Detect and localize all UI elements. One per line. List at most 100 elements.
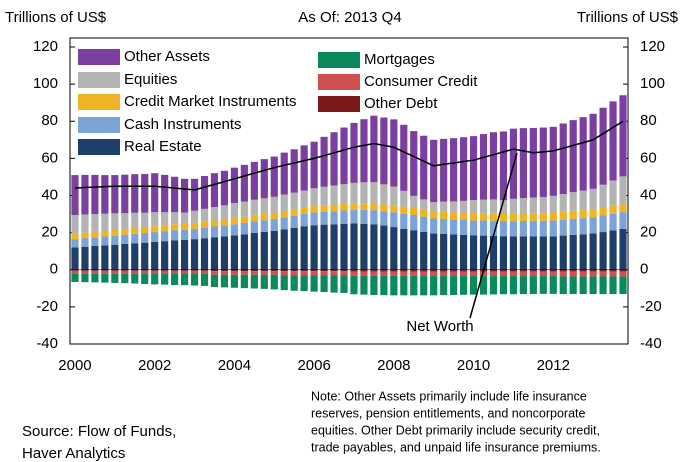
- bar-segment: [579, 276, 587, 295]
- y2-tick-label: -40: [640, 335, 662, 352]
- bar-segment: [310, 225, 318, 270]
- bar-segment: [91, 214, 99, 232]
- bar-segment: [101, 236, 109, 246]
- chart-title: As Of: 2013 Q4: [298, 9, 401, 26]
- bar-segment: [270, 271, 278, 275]
- bar-segment: [619, 212, 627, 229]
- bar-segment: [131, 212, 139, 229]
- bar-segment: [300, 214, 308, 227]
- bar-segment: [549, 269, 557, 272]
- bar-segment: [579, 271, 587, 277]
- bar-segment: [360, 269, 368, 272]
- bar-segment: [410, 275, 418, 296]
- bar-segment: [350, 182, 358, 204]
- bar-segment: [460, 276, 468, 295]
- bar-segment: [380, 275, 388, 296]
- bar-segment: [450, 276, 458, 295]
- bar-segment: [91, 270, 99, 274]
- bar-segment: [91, 237, 99, 246]
- legend-label: Equities: [124, 71, 177, 88]
- bar-segment: [569, 269, 577, 272]
- bar-segment: [200, 208, 209, 222]
- bar-segment: [220, 274, 229, 288]
- bar-segment: [400, 271, 408, 276]
- bar-segment: [370, 115, 378, 183]
- bar-segment: [280, 271, 288, 276]
- bar-segment: [589, 209, 597, 218]
- bar-segment: [101, 269, 109, 271]
- bar-segment: [181, 212, 189, 224]
- bar-segment: [360, 182, 368, 204]
- bar-segment: [190, 269, 199, 271]
- bar-segment: [410, 214, 418, 231]
- bar-segment: [450, 234, 458, 270]
- x-tick-label: 2004: [218, 357, 251, 374]
- bar-segment: [519, 276, 527, 295]
- bar-segment: [380, 184, 388, 205]
- bar-segment: [240, 216, 248, 223]
- bar-segment: [220, 271, 229, 275]
- note: trade payables, and unpaid life insuranc…: [311, 440, 601, 454]
- bar-segment: [599, 207, 607, 216]
- x-tick-label: 2012: [537, 357, 570, 374]
- bar-segment: [141, 227, 149, 233]
- bar-segment: [479, 271, 488, 277]
- y-tick-label: 100: [33, 75, 58, 92]
- bar-segment: [280, 229, 288, 270]
- bar-segment: [450, 212, 458, 220]
- bar-segment: [519, 271, 527, 277]
- bar-segment: [161, 231, 169, 242]
- bar-segment: [250, 215, 258, 222]
- bar-segment: [280, 269, 288, 272]
- bar-segment: [509, 221, 517, 237]
- bar-segment: [609, 213, 617, 231]
- bar-segment: [190, 222, 199, 229]
- bar-segment: [310, 141, 318, 189]
- bar-segment: [509, 269, 517, 272]
- bar-segment: [489, 132, 498, 200]
- bar-segment: [370, 182, 378, 204]
- legend-label: Consumer Credit: [364, 73, 478, 90]
- bar-segment: [479, 220, 488, 236]
- bar-segment: [569, 192, 577, 211]
- bar-segment: [141, 212, 149, 228]
- bar-segment: [141, 242, 149, 270]
- bar-segment: [469, 269, 478, 272]
- legend-label: Other Assets: [124, 48, 210, 65]
- bar-segment: [101, 245, 109, 270]
- bar-segment: [569, 276, 577, 295]
- bar-segment: [181, 178, 189, 213]
- bar-segment: [220, 205, 229, 220]
- bar-segment: [619, 95, 627, 177]
- bar-segment: [469, 271, 478, 277]
- bar-segment: [489, 276, 498, 295]
- bar-segment: [529, 220, 537, 237]
- bar-segment: [420, 216, 428, 232]
- bar-segment: [619, 204, 627, 213]
- y-tick-label: 120: [33, 38, 58, 55]
- bar-segment: [250, 232, 258, 270]
- bar-segment: [360, 203, 368, 210]
- bar-segment: [519, 213, 527, 221]
- bar-segment: [200, 270, 209, 275]
- bar-segment: [420, 135, 428, 200]
- bar-segment: [380, 271, 388, 276]
- bar-segment: [539, 213, 547, 221]
- legend-label: Credit Market Instruments: [124, 93, 297, 110]
- bar-segment: [619, 276, 627, 295]
- bar-segment: [230, 269, 238, 272]
- bar-segment: [141, 270, 149, 275]
- bar-segment: [519, 269, 527, 272]
- bar-segment: [579, 117, 587, 191]
- bar-segment: [499, 200, 508, 214]
- bar-segment: [509, 276, 517, 295]
- bar-segment: [220, 219, 229, 226]
- bar-segment: [350, 223, 358, 270]
- bar-segment: [230, 224, 238, 236]
- x-tick-label: 2002: [138, 357, 171, 374]
- bar-segment: [599, 276, 607, 295]
- y2-tick-label: 120: [640, 38, 665, 55]
- bar-segment: [290, 275, 298, 291]
- bar-segment: [320, 271, 328, 276]
- bar-segment: [200, 176, 209, 209]
